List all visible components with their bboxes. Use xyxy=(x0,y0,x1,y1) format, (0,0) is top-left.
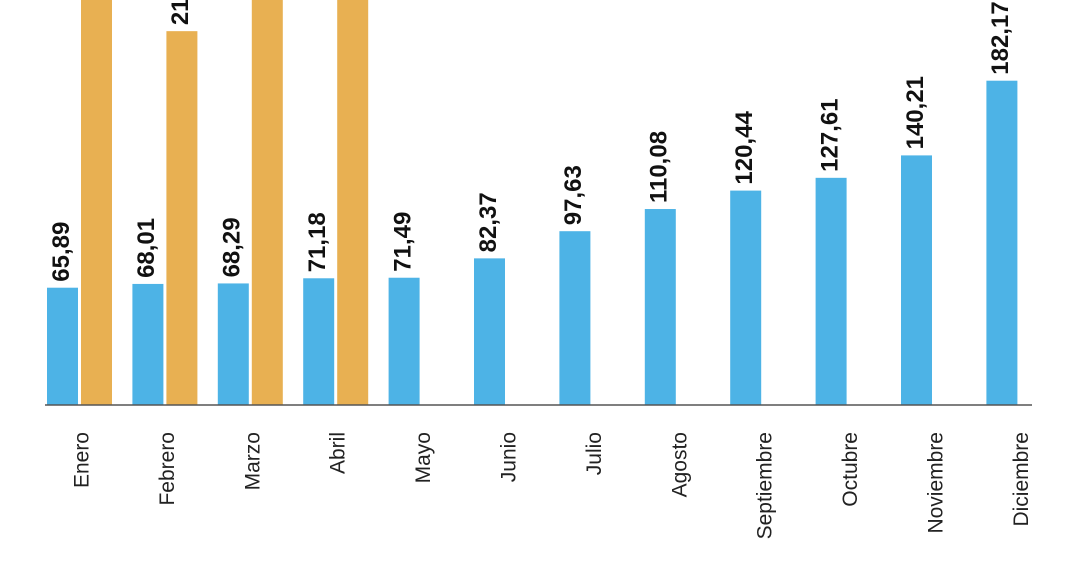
bar xyxy=(559,231,591,405)
bar xyxy=(81,0,112,405)
value-label: 82,37 xyxy=(475,192,502,252)
bar xyxy=(303,278,335,405)
value-label: 97,63 xyxy=(560,165,587,225)
bar xyxy=(986,80,1018,406)
x-tick-label: Mayo xyxy=(412,432,435,483)
bar xyxy=(166,31,198,406)
x-tick-label: Junio xyxy=(498,432,521,482)
value-label: 68,29 xyxy=(219,217,246,277)
bar xyxy=(644,209,676,405)
value-label: 140,21 xyxy=(902,76,929,149)
x-tick-label: Marzo xyxy=(241,432,264,490)
value-label: 65,89 xyxy=(48,222,75,282)
bar xyxy=(47,287,78,405)
value-label: 71,18 xyxy=(304,212,331,272)
value-label: 120,44 xyxy=(731,111,758,185)
x-tick-label: Febrero xyxy=(156,432,179,506)
bar xyxy=(901,155,932,405)
value-label: 210 xyxy=(167,0,194,25)
value-label: 182,17 xyxy=(987,1,1014,74)
bar xyxy=(815,177,847,405)
x-tick-label: Enero xyxy=(71,432,94,488)
bar xyxy=(474,258,505,405)
bar xyxy=(730,190,762,405)
value-label: 127,61 xyxy=(816,98,843,171)
bar xyxy=(217,283,249,405)
x-tick-label: Agosto xyxy=(668,432,691,497)
value-label: 68,01 xyxy=(133,218,160,278)
x-tick-label: Diciembre xyxy=(1010,432,1033,527)
x-tick-label: Septiembre xyxy=(754,432,777,539)
x-tick-label: Noviembre xyxy=(925,432,948,534)
bar xyxy=(388,277,420,405)
bar xyxy=(251,0,283,405)
bar xyxy=(337,0,369,406)
x-tick-label: Julio xyxy=(583,432,606,475)
x-tick-label: Abril xyxy=(327,432,350,474)
value-label: 71,49 xyxy=(389,212,416,272)
value-label: 110,08 xyxy=(646,131,673,203)
bar xyxy=(132,283,164,405)
x-tick-label: Octubre xyxy=(839,432,862,507)
